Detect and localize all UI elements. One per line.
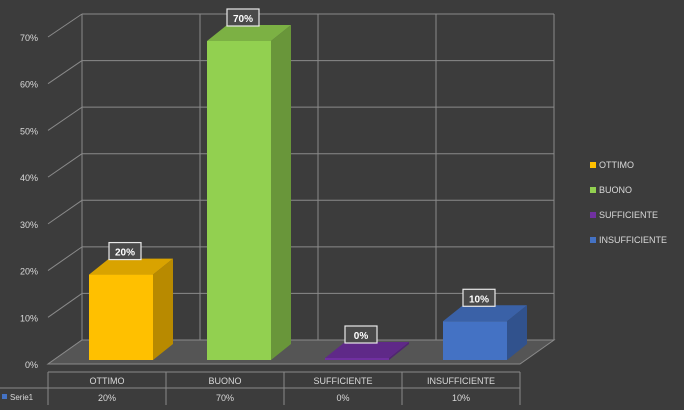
x-category-label: BUONO bbox=[208, 376, 241, 386]
y-tick-label: 60% bbox=[20, 80, 38, 90]
legend-swatch bbox=[590, 237, 596, 243]
bar-side-ottimo bbox=[153, 258, 173, 360]
series-name: Serie1 bbox=[10, 393, 34, 402]
data-label: 0% bbox=[354, 331, 369, 342]
y-tick-label: 20% bbox=[20, 267, 38, 277]
x-category-label: SUFFICIENTE bbox=[313, 376, 372, 386]
bar-top-insufficiente bbox=[443, 305, 527, 322]
bar-top-buono bbox=[207, 25, 291, 41]
bar-buono bbox=[207, 41, 271, 360]
data-label-box bbox=[108, 241, 142, 261]
legend-label-ottimo: OTTIMO bbox=[599, 160, 634, 170]
table-value: 10% bbox=[452, 393, 470, 403]
bar-insufficiente bbox=[443, 321, 507, 360]
side-gridline bbox=[47, 60, 83, 85]
x-category-label: OTTIMO bbox=[90, 376, 125, 386]
y-tick-label: 40% bbox=[20, 173, 38, 183]
bar-side-buono bbox=[271, 25, 291, 360]
bar-ottimo bbox=[89, 274, 153, 360]
table-value: 0% bbox=[336, 393, 349, 403]
side-gridline bbox=[47, 199, 83, 225]
y-tick-label: 70% bbox=[20, 33, 38, 43]
data-label: 10% bbox=[469, 294, 489, 305]
data-label: 70% bbox=[233, 14, 253, 25]
y-tick-label: 30% bbox=[20, 220, 38, 230]
legend-swatch bbox=[590, 187, 596, 193]
data-label: 20% bbox=[115, 248, 135, 259]
series-legend-key bbox=[2, 394, 7, 399]
bar-side-insufficiente bbox=[507, 305, 527, 360]
y-tick-label: 50% bbox=[20, 126, 38, 136]
legend-label-sufficiente: SUFFICIENTE bbox=[599, 210, 658, 220]
x-category-label: INSUFFICIENTE bbox=[427, 376, 495, 386]
side-gridline bbox=[47, 106, 83, 131]
chart-floor bbox=[46, 339, 556, 365]
side-gridline bbox=[47, 13, 83, 38]
side-gridline bbox=[47, 153, 83, 178]
side-gridline bbox=[47, 246, 83, 271]
legend-label-buono: BUONO bbox=[599, 185, 632, 195]
legend-swatch bbox=[590, 212, 596, 218]
y-tick-label: 0% bbox=[25, 360, 38, 370]
y-tick-label: 10% bbox=[20, 313, 38, 323]
table-value: 70% bbox=[216, 393, 234, 403]
bar-top-sufficiente bbox=[325, 342, 409, 358]
legend-swatch bbox=[590, 162, 596, 168]
data-label-box bbox=[226, 8, 260, 27]
table-value: 20% bbox=[98, 393, 116, 403]
data-label-box bbox=[344, 325, 378, 344]
data-label-box bbox=[462, 288, 496, 307]
bar-side-sufficiente bbox=[389, 342, 409, 360]
bar-sufficiente bbox=[325, 358, 389, 360]
side-gridline bbox=[47, 293, 83, 318]
bar-top-ottimo bbox=[89, 258, 173, 275]
legend-label-insufficiente: INSUFFICIENTE bbox=[599, 235, 667, 245]
